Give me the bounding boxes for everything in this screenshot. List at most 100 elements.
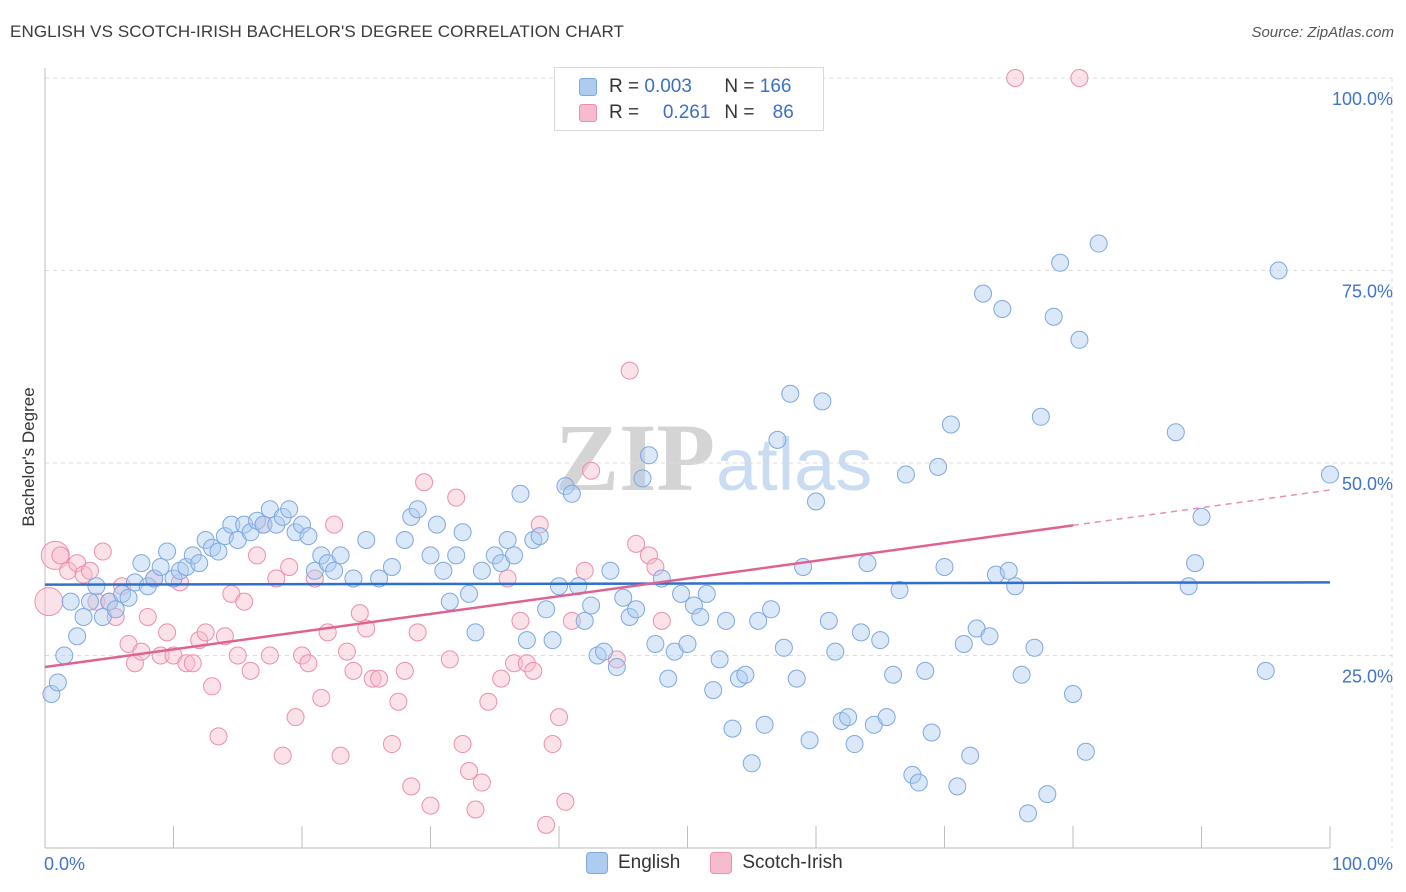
english-point <box>543 631 562 650</box>
tick-labels: 25.0% 50.0% 75.0% 100.0% 0.0% 100.0% <box>44 89 1393 874</box>
english-point <box>845 735 864 754</box>
scotch-irish-point <box>177 654 196 673</box>
scotch-irish-swatch <box>710 852 733 874</box>
scotch-irish-point <box>370 669 389 688</box>
english-point <box>974 284 993 303</box>
scotch-irish-point <box>87 592 106 611</box>
english-point <box>293 515 311 534</box>
english-point <box>594 642 613 661</box>
scotch-irish-point <box>280 557 299 576</box>
english-point <box>447 546 466 565</box>
scotch-irish-point <box>460 762 479 780</box>
scotch-irish-point <box>350 604 369 623</box>
english-point <box>68 627 87 646</box>
series-legend: English Scotch-Irish <box>586 852 873 874</box>
r-value: 0.261 <box>662 102 711 123</box>
english-point <box>710 650 729 669</box>
y-tick-label: 100.0% <box>1332 89 1393 109</box>
english-point <box>575 611 594 630</box>
english-point <box>691 608 710 626</box>
english-point <box>723 719 742 738</box>
chart-title: ENGLISH VS SCOTCH-IRISH BACHELOR'S DEGRE… <box>10 22 625 41</box>
english-point <box>48 673 67 692</box>
scotch-irish-point <box>402 777 421 796</box>
legend-scotch-irish[interactable]: Scotch-Irish <box>710 852 843 874</box>
english-swatch <box>579 78 597 96</box>
english-point <box>839 708 858 727</box>
scotch-irish-point <box>562 611 581 630</box>
n-label: N = <box>724 76 755 97</box>
english-point <box>145 569 164 588</box>
english-point <box>485 546 504 565</box>
english-point <box>562 484 581 503</box>
english-point <box>781 384 800 403</box>
english-point <box>1321 465 1339 484</box>
english-point <box>222 515 241 534</box>
english-point <box>427 515 446 534</box>
scotch-irish-point <box>235 592 254 611</box>
english-point <box>1089 234 1108 253</box>
english-point <box>537 600 556 619</box>
english-point <box>877 708 896 727</box>
scotch-irish-point <box>93 542 112 561</box>
english-point <box>1044 307 1063 326</box>
english-point <box>639 446 658 465</box>
scotch-irish-point <box>209 727 228 746</box>
scotch-irish-point <box>196 623 215 642</box>
scotch-irish-point <box>331 746 350 765</box>
scotch-irish-point <box>550 708 568 727</box>
english-point <box>80 592 99 611</box>
scotch-irish-point <box>203 677 222 696</box>
english-point <box>774 638 793 657</box>
n-label: N = <box>724 102 755 123</box>
english-point <box>440 592 459 611</box>
y-axis-label: Bachelor's Degree <box>19 387 38 526</box>
trend-lines <box>44 489 1331 669</box>
legend-row-english: R = 0.003 N = 166 <box>579 75 791 99</box>
english-point <box>787 669 806 688</box>
english-point <box>762 600 781 619</box>
english-point <box>1256 661 1275 680</box>
english-point <box>344 569 363 588</box>
watermark: ZIP atlas <box>555 404 872 511</box>
scotch-irish-point <box>337 642 356 661</box>
english-point <box>768 430 787 449</box>
legend-english[interactable]: English <box>586 852 680 874</box>
scotch-irish-point <box>646 557 665 576</box>
scotch-irish-point <box>382 735 401 754</box>
english-point <box>813 392 832 411</box>
english-point <box>903 765 922 784</box>
english-point <box>312 546 331 565</box>
grid <box>45 77 1393 848</box>
english-point <box>851 623 870 642</box>
english-point <box>1025 638 1044 657</box>
english-point <box>357 531 376 549</box>
scotch-irish-point <box>293 646 311 665</box>
y-tick-label: 50.0% <box>1342 474 1393 494</box>
scotch-irish-point <box>248 546 267 565</box>
english-point <box>472 561 491 580</box>
r-value: 0.003 <box>644 76 692 97</box>
english-point <box>325 561 344 580</box>
english-point <box>158 542 177 561</box>
source-label: Source: ZipAtlas.com <box>1251 24 1394 41</box>
scotch-irish-points <box>34 69 1089 834</box>
english-point <box>909 773 928 792</box>
english-point <box>980 627 999 646</box>
english-point <box>164 569 183 588</box>
scotch-irish-point <box>299 654 318 673</box>
scotch-irish-point <box>556 792 575 811</box>
english-point <box>601 561 620 580</box>
english-point <box>196 531 215 549</box>
english-point <box>582 596 601 615</box>
english-point <box>556 477 575 496</box>
scotch-irish-point <box>183 654 202 673</box>
english-point <box>190 554 209 573</box>
english-point <box>132 554 151 573</box>
scotch-irish-trend-line <box>44 524 1074 669</box>
scotch-irish-point <box>421 796 440 815</box>
english-point <box>614 588 633 607</box>
scotch-irish-point <box>59 561 78 580</box>
english-swatch <box>586 852 608 874</box>
y-tick-label: 75.0% <box>1342 282 1393 302</box>
